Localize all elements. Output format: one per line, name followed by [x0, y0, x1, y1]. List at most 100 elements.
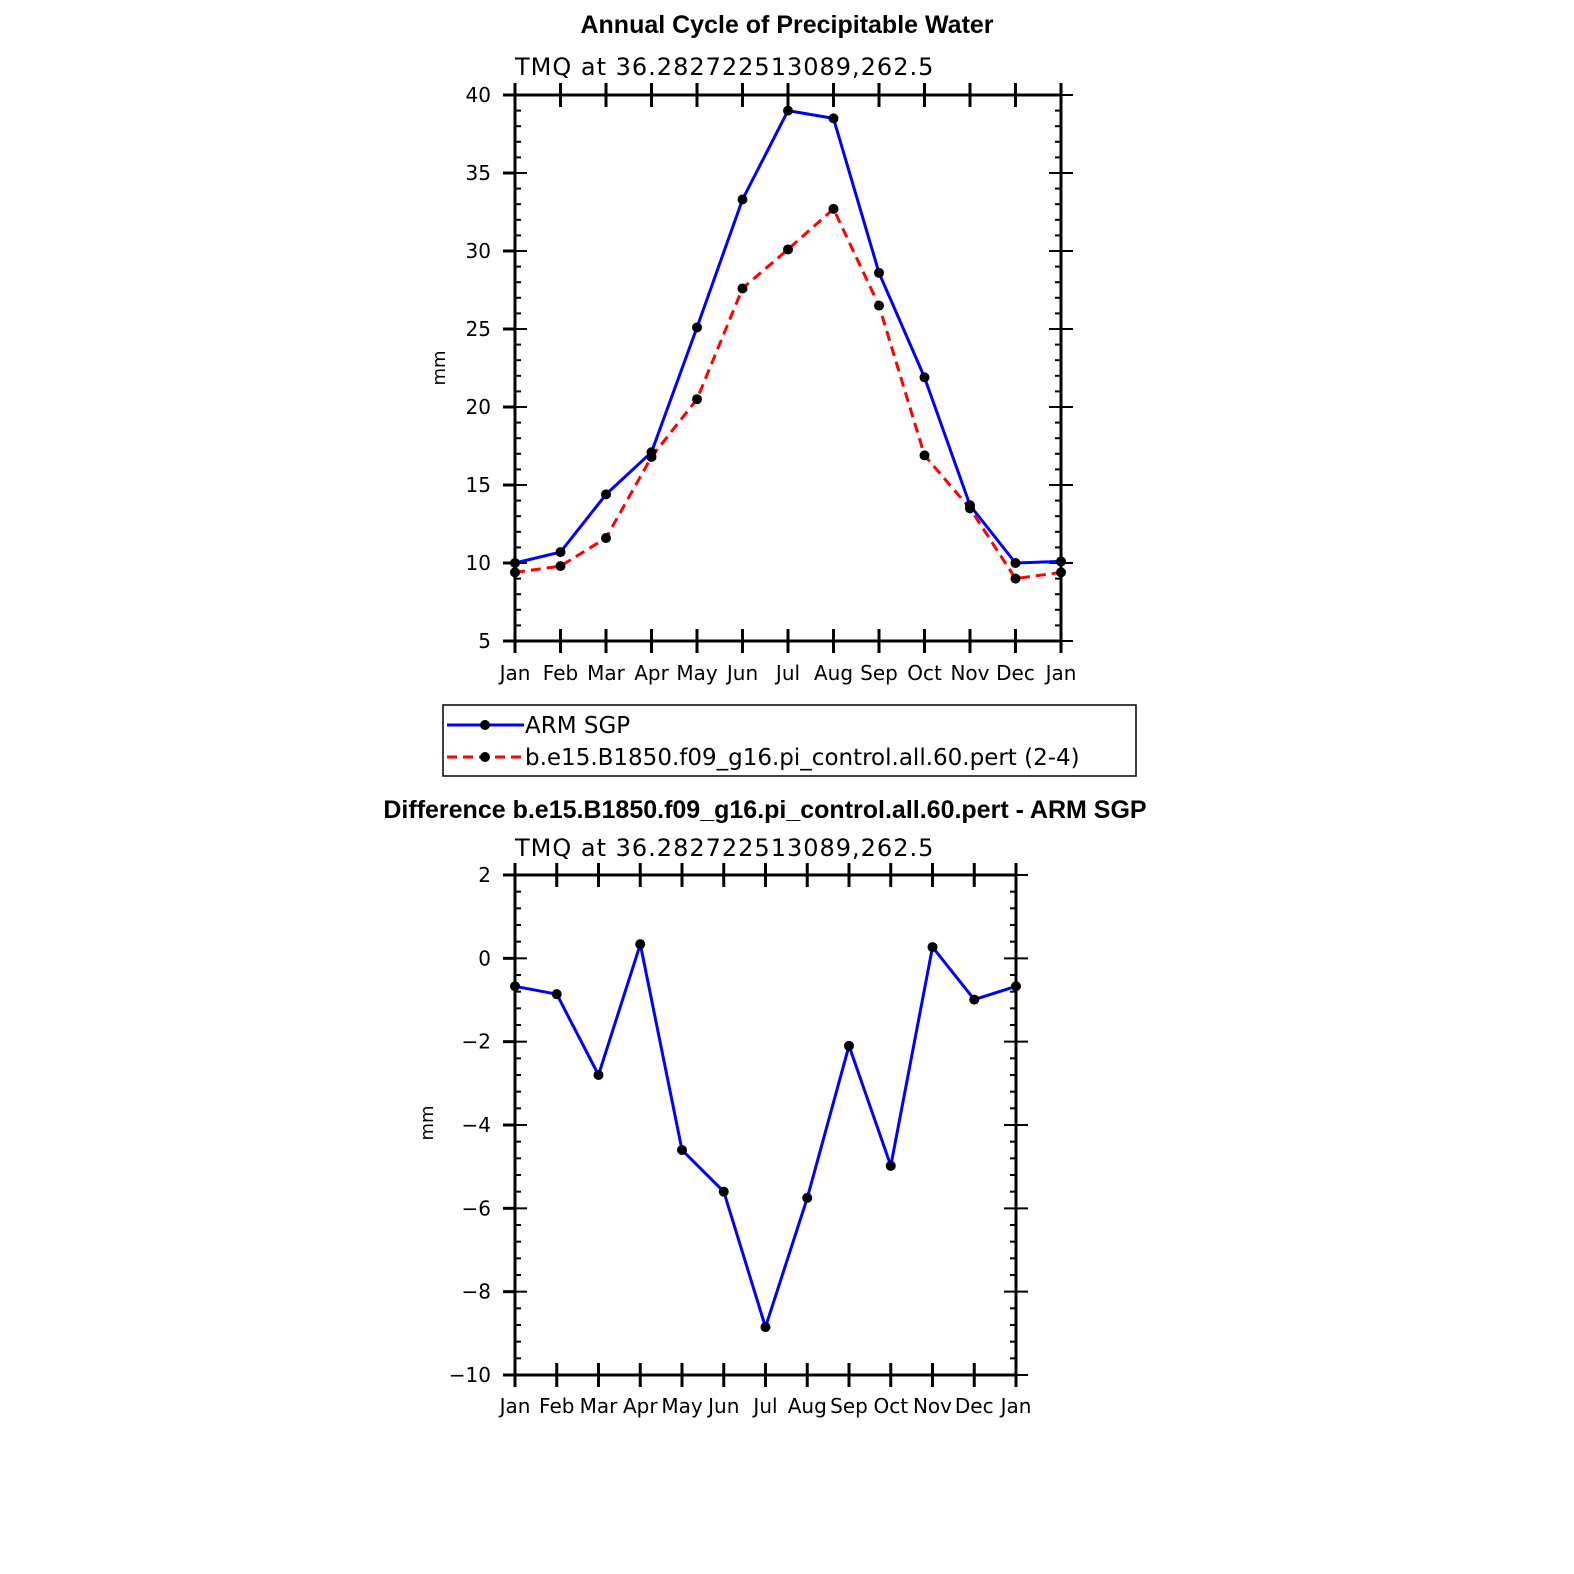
data-point-0 — [1056, 556, 1066, 567]
data-point-0 — [1011, 981, 1021, 992]
data-point-1 — [510, 567, 520, 578]
data-point-0 — [874, 267, 884, 278]
chart-1-ylabel: mm — [429, 350, 450, 385]
x-tick-label: Mar — [580, 1394, 619, 1418]
y-tick-label: 2 — [478, 863, 491, 887]
chart-1-subtitle: TMQ at 36.282722513089,262.5 — [514, 53, 934, 81]
chart-1-legend: ARM SGP b.e15.B1850.f09_g16.pi_control.a… — [442, 704, 1137, 777]
plot-frame — [513, 93, 1063, 643]
x-tick-label: Jan — [999, 1394, 1032, 1418]
x-tick-label: Feb — [543, 661, 578, 685]
y-tick-label: 30 — [466, 239, 491, 263]
y-tick-label: −8 — [462, 1280, 491, 1304]
chart-1-title: Annual Cycle of Precipitable Water — [580, 11, 993, 39]
x-tick-label: Jun — [725, 661, 758, 685]
legend-box — [442, 704, 1137, 777]
x-tick-label: Nov — [950, 661, 989, 685]
data-point-0 — [927, 942, 938, 953]
data-point-0 — [885, 1160, 896, 1171]
data-point-0 — [692, 322, 702, 333]
x-tick-label: Apr — [634, 661, 669, 685]
data-point-0 — [718, 1186, 729, 1197]
data-point-1 — [919, 450, 930, 461]
chart-2-ylabel: mm — [417, 1105, 438, 1140]
chart-2-plot — [510, 939, 1021, 1333]
data-point-0 — [593, 1070, 604, 1080]
series-line-0 — [514, 109, 1062, 565]
y-tick-label: 40 — [466, 83, 491, 107]
chart-1-plot — [510, 105, 1066, 584]
data-point-0 — [828, 113, 839, 124]
chart-2-title: Difference b.e15.B1850.f09_g16.pi_contro… — [383, 796, 1146, 824]
legend-label-model: b.e15.B1850.f09_g16.pi_control.all.60.pe… — [525, 745, 1080, 771]
y-tick-label: −10 — [449, 1363, 491, 1387]
x-tick-label: Jan — [498, 1394, 531, 1418]
x-tick-label: Jan — [498, 661, 531, 685]
data-point-0 — [510, 981, 520, 992]
x-tick-label: Jul — [774, 661, 800, 685]
y-tick-label: 0 — [478, 946, 491, 970]
y-tick-label: 25 — [466, 317, 491, 341]
x-tick-label: Aug — [788, 1394, 827, 1418]
data-point-0 — [555, 547, 566, 558]
data-point-0 — [919, 372, 930, 383]
x-tick-label: Jul — [751, 1394, 777, 1418]
y-tick-label: 5 — [478, 629, 491, 653]
series-line-0 — [514, 942, 1017, 1329]
chart-2: Difference b.e15.B1850.f09_g16.pi_contro… — [383, 796, 1146, 1418]
x-tick-label: Dec — [996, 661, 1035, 685]
data-point-1 — [601, 533, 611, 544]
data-point-1 — [965, 503, 975, 514]
data-point-1 — [828, 203, 839, 214]
x-tick-label: Oct — [873, 1394, 908, 1418]
chart-2-axes: Jan Feb Mar Apr May Jun Jul Aug Sep Oct Nov Dec Jan−… — [449, 863, 1032, 1418]
chart-1: Annual Cycle of Precipitable Water TMQ a… — [429, 11, 1076, 685]
data-point-0 — [844, 1040, 854, 1051]
y-tick-label: −4 — [462, 1113, 491, 1137]
data-point-0 — [635, 939, 646, 950]
y-tick-label: 35 — [466, 161, 491, 185]
data-point-1 — [737, 283, 748, 294]
plot-frame — [513, 873, 1018, 1377]
series-line-1 — [514, 207, 1062, 581]
chart-2-subtitle: TMQ at 36.282722513089,262.5 — [514, 834, 934, 862]
x-tick-label: May — [661, 1394, 703, 1418]
y-tick-label: 10 — [466, 551, 491, 575]
x-tick-label: Feb — [539, 1394, 574, 1418]
data-point-1 — [1056, 567, 1066, 578]
data-point-1 — [783, 244, 793, 255]
data-point-0 — [802, 1192, 813, 1203]
legend-marker-model — [480, 752, 490, 762]
data-point-1 — [1010, 573, 1021, 584]
x-tick-label: Oct — [907, 661, 942, 685]
x-tick-label: Apr — [623, 1394, 658, 1418]
legend-marker-arm-sgp — [480, 720, 490, 730]
data-point-0 — [677, 1145, 687, 1155]
data-point-1 — [692, 394, 702, 405]
y-tick-label: −6 — [462, 1196, 491, 1220]
data-point-0 — [760, 1322, 771, 1333]
y-tick-label: 20 — [466, 395, 491, 419]
data-point-0 — [1010, 558, 1021, 568]
x-tick-label: Dec — [955, 1394, 994, 1418]
data-point-1 — [874, 300, 884, 311]
x-tick-label: Nov — [913, 1394, 952, 1418]
x-tick-label: May — [676, 661, 718, 685]
x-tick-label: Mar — [587, 661, 626, 685]
data-point-0 — [601, 489, 611, 500]
data-point-0 — [969, 994, 980, 1005]
data-point-0 — [551, 989, 562, 1000]
data-point-0 — [737, 194, 748, 205]
data-point-0 — [510, 558, 520, 568]
x-tick-label: Aug — [814, 661, 853, 685]
x-tick-label: Sep — [830, 1394, 868, 1418]
y-tick-label: 15 — [466, 473, 491, 497]
x-tick-label: Sep — [860, 661, 898, 685]
x-tick-label: Jun — [706, 1394, 739, 1418]
y-tick-label: −2 — [462, 1030, 491, 1054]
x-tick-label: Jan — [1044, 661, 1077, 685]
data-point-1 — [646, 451, 657, 462]
legend-label-arm-sgp: ARM SGP — [525, 713, 630, 739]
data-point-1 — [555, 561, 566, 572]
